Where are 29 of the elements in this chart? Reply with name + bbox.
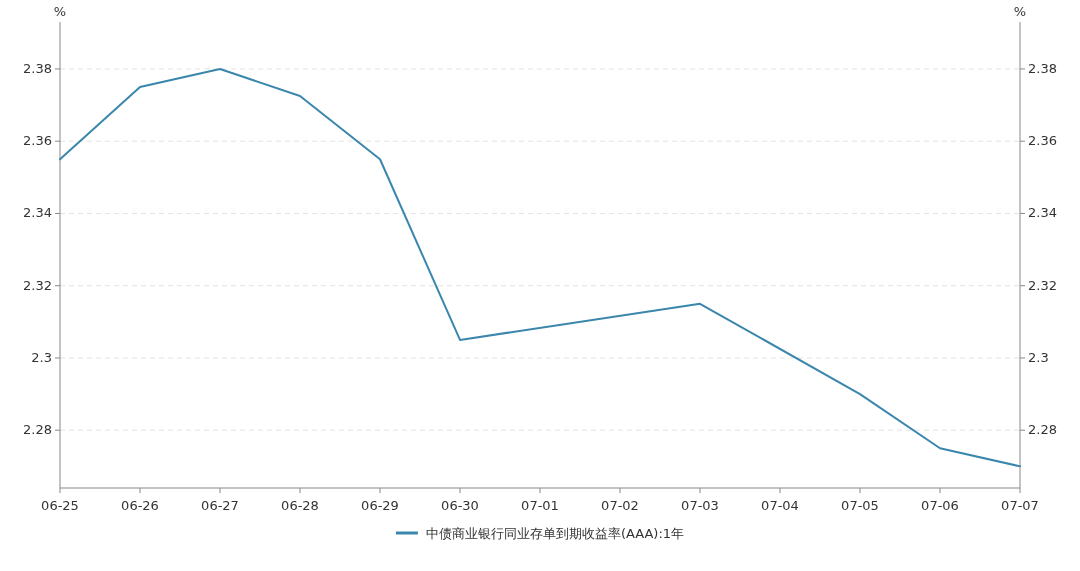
y2-tick-label: 2.32 bbox=[1028, 277, 1057, 293]
y-tick-label: 2.34 bbox=[23, 205, 52, 221]
x-tick-label: 06-25 bbox=[41, 498, 79, 513]
legend-label: 中债商业银行同业存单到期收益率(AAA):1年 bbox=[425, 526, 685, 541]
x-tick-label: 07-06 bbox=[921, 498, 959, 513]
x-tick-label: 06-29 bbox=[361, 498, 399, 513]
y2-axis-title: % bbox=[1013, 4, 1027, 19]
y-tick-label: 2.32 bbox=[23, 277, 52, 293]
line-series bbox=[59, 67, 1021, 468]
y2-tick-label: 2.3 bbox=[1028, 349, 1049, 365]
x-tick-label: 06-27 bbox=[201, 498, 239, 513]
y-tick-label: 2.28 bbox=[23, 422, 52, 438]
x-tick-label: 07-05 bbox=[841, 498, 879, 513]
y-tick-label: 2.38 bbox=[23, 60, 52, 76]
x-tick-label: 07-07 bbox=[1001, 498, 1039, 513]
x-tick-label: 07-02 bbox=[601, 498, 639, 513]
x-tick-label: 06-28 bbox=[281, 498, 319, 513]
y2-tick-label: 2.38 bbox=[1028, 60, 1057, 76]
y-tick-label: 2.36 bbox=[23, 133, 52, 149]
x-tick-label: 06-30 bbox=[441, 498, 479, 513]
y2-tick-label: 2.28 bbox=[1028, 422, 1057, 438]
x-tick-label: 07-03 bbox=[681, 498, 719, 513]
x-tick-label: 07-01 bbox=[521, 498, 559, 513]
x-tick-label: 07-04 bbox=[761, 498, 799, 513]
y2-tick-label: 2.36 bbox=[1028, 133, 1057, 149]
y-tick-label: 2.3 bbox=[31, 349, 52, 365]
x-tick-label: 06-26 bbox=[121, 498, 159, 513]
y2-tick-label: 2.34 bbox=[1028, 205, 1057, 221]
y-axis-title: % bbox=[53, 4, 67, 19]
